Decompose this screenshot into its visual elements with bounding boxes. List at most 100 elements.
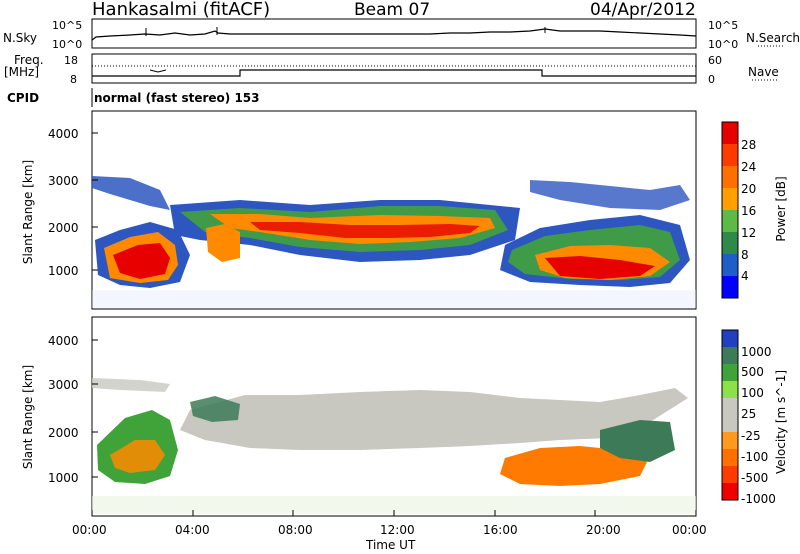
x-tick-0: 00:00	[72, 523, 107, 537]
power-cbar-tick-12: 12	[741, 226, 757, 240]
power-speckle-noise	[92, 290, 696, 308]
cpid-label: CPID	[7, 91, 40, 105]
power-y-ticks	[92, 132, 98, 271]
date-title: 04/Apr/2012	[590, 0, 696, 20]
nave-label: Nave	[748, 65, 779, 79]
station-title: Hankasalmi (fitACF)	[92, 0, 271, 20]
x-tick-8: 08:00	[278, 523, 313, 537]
velocity-cbar-seg-7	[722, 432, 738, 449]
power-cbar-seg-2	[722, 144, 738, 166]
power-early-orange	[104, 232, 178, 283]
velocity-cbar-tick-100: 100	[741, 386, 764, 400]
velocity-cbar-tick-minus500: -500	[741, 471, 769, 485]
beam-title: Beam 07	[354, 0, 431, 20]
power-early-blue	[95, 222, 190, 288]
velocity-cbar-seg-5	[722, 398, 738, 415]
cpid-value: normal (fast stereo) 153	[94, 91, 260, 105]
velocity-early-orange	[110, 440, 165, 473]
velocity-y-axis-label: Slant Range [km]	[21, 364, 35, 470]
x-tick-20: 20:00	[586, 523, 621, 537]
power-cbar-tick-16: 16	[741, 204, 757, 218]
velocity-cbar-tick-500: 500	[741, 365, 764, 379]
power-evening-red	[545, 256, 655, 279]
x-axis-label: Time UT	[366, 538, 416, 552]
freq-step-line	[92, 69, 696, 77]
x-tick-24: 00:00	[672, 523, 707, 537]
velocity-bottom-speckle	[92, 496, 696, 514]
velocity-y-ticks	[92, 339, 98, 478]
freq-left-tick-bottom: 8	[70, 73, 77, 86]
power-upper-scatter-right	[530, 180, 690, 210]
freq-unit-label: [MHz]	[4, 65, 40, 79]
velocity-y-tick-4000: 4000	[48, 334, 79, 348]
power-cbar-seg-7	[722, 254, 738, 276]
velocity-cbar-tick-minus25: -25	[741, 429, 761, 443]
power-cbar-tick-20: 20	[741, 182, 757, 196]
nsky-right-tick-bottom: 10^0	[708, 38, 739, 51]
power-upper-scatter-left	[92, 176, 170, 210]
velocity-cbar-tick-1000: 1000	[741, 345, 772, 359]
power-main-band-green	[180, 206, 508, 252]
velocity-colorbar-label: Velocity [m s^-1]	[774, 369, 788, 475]
velocity-cbar-tick-minus1000: -1000	[741, 492, 776, 506]
power-cbar-tick-24: 24	[741, 160, 757, 174]
velocity-y-tick-3000: 3000	[48, 378, 79, 392]
freq-right-tick-bottom: 0	[708, 73, 715, 86]
power-colorbar-label: Power [dB]	[774, 176, 788, 242]
velocity-cbar-seg-9	[722, 466, 738, 483]
freq-label: Freq.	[14, 53, 44, 67]
velocity-early-green	[97, 410, 178, 484]
velocity-cbar-seg-3	[722, 364, 738, 381]
velocity-cbar-frame	[721, 329, 739, 501]
nsky-left-tick-top: 10^5	[52, 19, 83, 32]
velocity-evening-orange	[500, 446, 650, 486]
velocity-cbar-tick-minus100: -100	[741, 450, 769, 464]
velocity-upper-gray	[92, 378, 170, 392]
nsky-label: N.Sky	[3, 31, 38, 45]
velocity-colorbar	[721, 329, 739, 501]
power-evening-blue	[500, 215, 690, 287]
power-panel-frame	[91, 110, 697, 310]
x-ticks	[91, 510, 697, 516]
x-tick-4: 04:00	[175, 523, 210, 537]
freq-left-tick-top: 18	[64, 54, 78, 67]
nsearch-label: N.Search	[746, 31, 800, 45]
nsky-left-tick-bottom: 10^0	[52, 38, 83, 51]
velocity-panel-frame	[91, 316, 697, 517]
velocity-ground-scatter	[180, 388, 688, 450]
power-evening-green	[508, 225, 680, 280]
power-y-axis-label: Slant Range [km]	[21, 159, 35, 265]
power-y-tick-4000: 4000	[48, 127, 79, 141]
nsky-trace	[91, 28, 697, 41]
velocity-cbar-tick-25: 25	[741, 407, 757, 421]
power-cbar-seg-6	[722, 232, 738, 254]
power-cbar-tick-4: 4	[741, 269, 749, 283]
velocity-cbar-seg-8	[722, 449, 738, 466]
velocity-evening-green	[600, 420, 675, 462]
power-cbar-seg-8	[722, 276, 738, 298]
freq-panel-frame	[91, 53, 697, 84]
power-cbar-seg-5	[722, 210, 738, 232]
power-cbar-frame	[721, 121, 739, 299]
power-cbar-seg-3	[722, 166, 738, 188]
power-early-red	[113, 243, 170, 279]
power-main-band-outer	[170, 200, 520, 262]
nsky-panel-frame	[91, 18, 697, 49]
x-tick-12: 12:00	[380, 523, 415, 537]
velocity-heatmap	[92, 378, 696, 514]
nsky-right-tick-top: 10^5	[708, 19, 739, 32]
velocity-cbar-seg-10	[722, 483, 738, 500]
velocity-cbar-seg-2	[722, 347, 738, 364]
power-evening-orange	[535, 245, 670, 280]
power-y-tick-3000: 3000	[48, 174, 79, 188]
power-y-tick-1000: 1000	[48, 264, 79, 278]
velocity-cbar-seg-4	[722, 381, 738, 398]
freq-dip-marker	[149, 69, 167, 73]
velocity-cbar-seg-1	[722, 330, 738, 347]
freq-right-tick-top: 60	[708, 54, 722, 67]
power-cbar-seg-1	[722, 122, 738, 144]
velocity-y-tick-1000: 1000	[48, 471, 79, 485]
power-cbar-tick-8: 8	[741, 248, 749, 262]
